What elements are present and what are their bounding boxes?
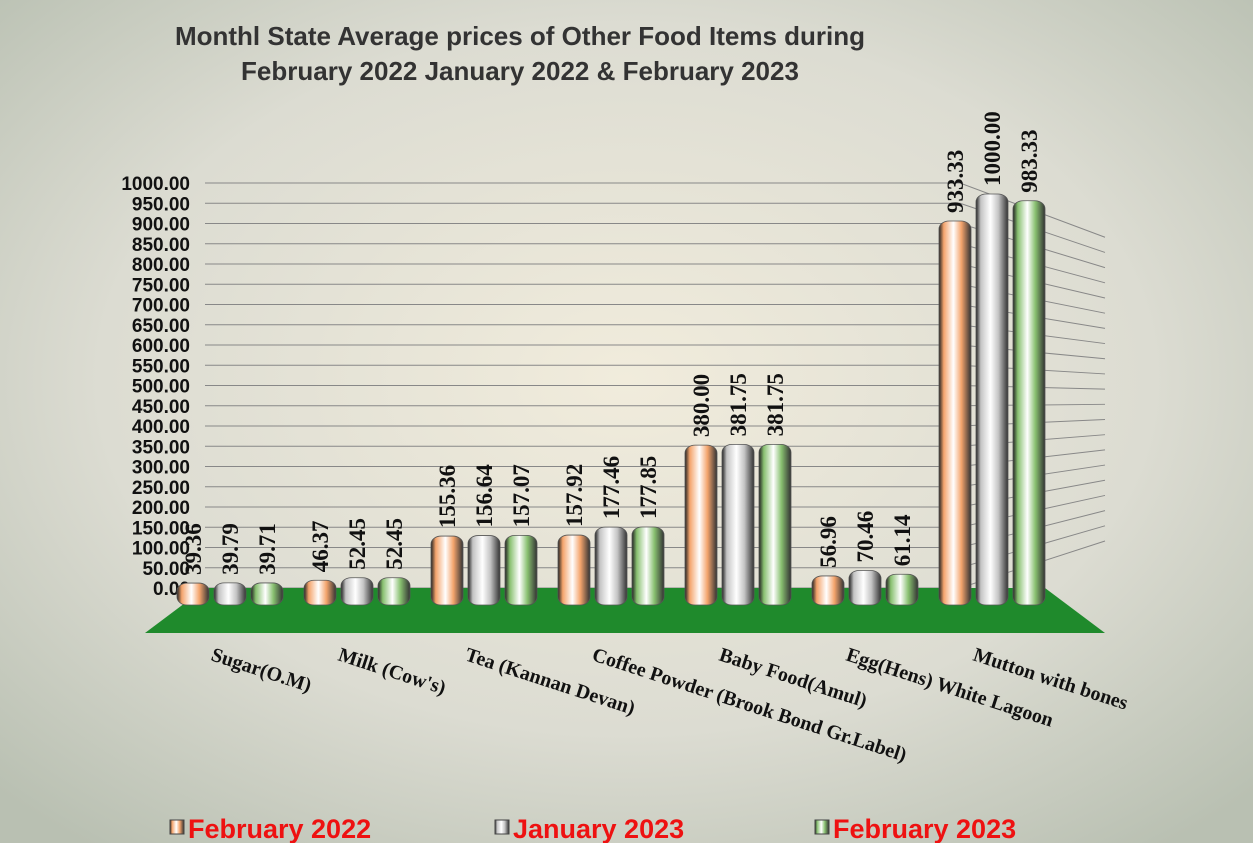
bar	[759, 444, 791, 605]
bar	[505, 535, 537, 605]
value-label: 70.46	[853, 511, 878, 563]
value-label: 380.00	[689, 374, 714, 437]
y-tick-label: 400.00	[132, 417, 190, 438]
value-label: 983.33	[1017, 130, 1042, 193]
legend-label: February 2023	[833, 814, 1016, 843]
y-tick-label: 600.00	[132, 336, 190, 357]
bar	[558, 535, 590, 605]
value-label: 155.36	[435, 465, 460, 528]
bar	[685, 445, 717, 605]
y-tick-label: 300.00	[132, 458, 190, 479]
value-label: 39.79	[218, 523, 243, 575]
y-tick-label: 1000.00	[121, 174, 190, 195]
value-label: 156.64	[472, 464, 497, 528]
value-label: 157.07	[509, 464, 534, 527]
legend-swatch	[495, 820, 509, 834]
bar	[595, 527, 627, 605]
y-tick-label: 800.00	[132, 255, 190, 276]
legend-label: February 2022	[188, 814, 371, 843]
value-label: 1000.00	[980, 111, 1005, 186]
bar	[341, 578, 373, 605]
y-tick-label: 250.00	[132, 478, 190, 499]
bar	[177, 583, 209, 605]
chart: Monthl State Average prices of Other Foo…	[0, 0, 1253, 843]
legend-swatch	[170, 820, 184, 834]
y-tick-label: 500.00	[132, 377, 190, 398]
bar	[849, 570, 881, 605]
y-tick-label: 550.00	[132, 356, 190, 377]
bar	[976, 194, 1008, 605]
value-label: 39.36	[181, 523, 206, 575]
value-label: 933.33	[943, 150, 968, 213]
y-tick-label: 650.00	[132, 316, 190, 337]
legend-swatch	[815, 820, 829, 834]
bar	[886, 574, 918, 605]
value-label: 52.45	[345, 518, 370, 570]
y-tick-label: 900.00	[132, 215, 190, 236]
bar	[632, 527, 664, 605]
value-label: 52.45	[382, 518, 407, 570]
y-tick-label: 700.00	[132, 296, 190, 317]
value-label: 56.96	[816, 516, 841, 568]
y-tick-label: 950.00	[132, 194, 190, 215]
value-label: 381.75	[763, 373, 788, 436]
bar	[251, 583, 283, 605]
value-label: 177.85	[636, 456, 661, 519]
bar	[468, 536, 500, 605]
value-label: 177.46	[599, 456, 624, 519]
y-tick-label: 750.00	[132, 275, 190, 296]
value-label: 46.37	[308, 520, 333, 572]
y-tick-label: 850.00	[132, 235, 190, 256]
legend-label: January 2023	[513, 814, 684, 843]
value-label: 157.92	[562, 464, 587, 527]
chart-title: Monthl State Average prices of Other Foo…	[175, 21, 865, 51]
bar	[378, 578, 410, 605]
bar	[722, 444, 754, 605]
bar	[431, 536, 463, 605]
bar	[1013, 201, 1045, 605]
bar	[304, 580, 336, 605]
chart-title: February 2022 January 2022 & February 20…	[241, 56, 799, 86]
value-label: 381.75	[726, 373, 751, 436]
y-tick-label: 200.00	[132, 498, 190, 519]
value-label: 39.71	[255, 523, 280, 575]
y-tick-label: 450.00	[132, 397, 190, 418]
value-label: 61.14	[890, 514, 915, 566]
bar	[214, 583, 246, 605]
bar	[939, 221, 971, 605]
y-tick-label: 350.00	[132, 437, 190, 458]
bar	[812, 576, 844, 605]
